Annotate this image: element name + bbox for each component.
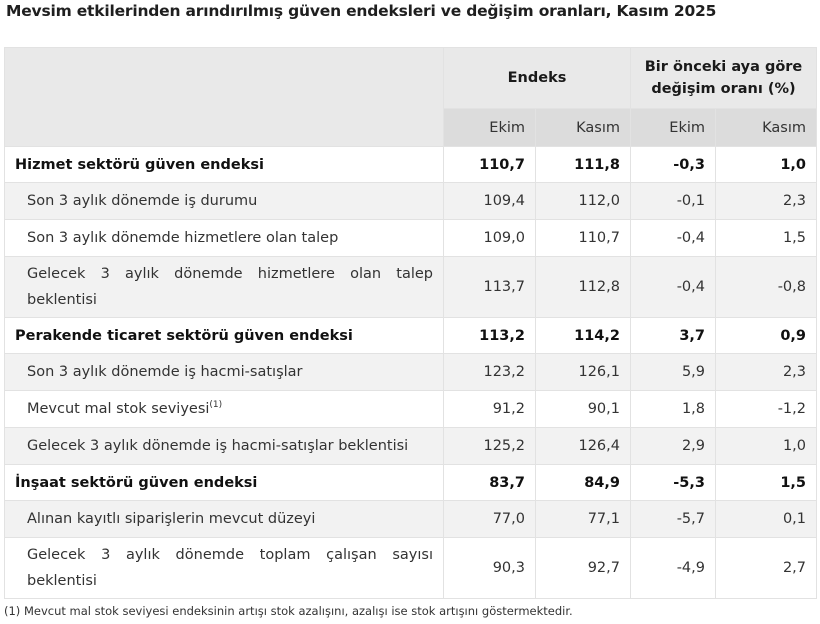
row-label: Son 3 aylık dönemde hizmetlere olan tale… <box>4 219 444 257</box>
table-row: Mevcut mal stok seviyesi(1) 91,2 90,1 1,… <box>4 390 817 428</box>
cell-index-ekim: 113,2 <box>443 317 536 354</box>
cell-index-kasim: 84,9 <box>535 464 631 501</box>
cell-index-kasim: 114,2 <box>535 317 631 354</box>
header-row-groups: Endeks Bir önceki aya göre değişim oranı… <box>4 47 817 147</box>
cell-index-kasim: 112,8 <box>535 256 631 318</box>
page-title: Mevsim etkilerinden arındırılmış güven e… <box>6 2 717 20</box>
row-label: İnşaat sektörü güven endeksi <box>4 464 444 501</box>
header-index-kasim: Kasım <box>535 108 631 147</box>
cell-change-ekim: -0,4 <box>630 219 716 257</box>
cell-change-ekim: 3,7 <box>630 317 716 354</box>
row-label-text: Mevcut mal stok seviyesi <box>27 401 210 417</box>
cell-index-kasim: 77,1 <box>535 500 631 538</box>
cell-index-kasim: 110,7 <box>535 219 631 257</box>
header-index-ekim: Ekim <box>443 108 536 147</box>
table-row: Gelecek 3 aylık dönemde hizmetlere olan … <box>4 256 817 318</box>
cell-index-kasim: 126,4 <box>535 427 631 465</box>
cell-change-kasim: 0,9 <box>715 317 817 354</box>
cell-index-kasim: 112,0 <box>535 182 631 220</box>
row-label: Mevcut mal stok seviyesi(1) <box>4 390 444 428</box>
header-change-kasim: Kasım <box>715 108 817 147</box>
cell-change-kasim: 2,7 <box>715 537 817 599</box>
row-label: Son 3 aylık dönemde iş durumu <box>4 182 444 220</box>
table-row: Gelecek 3 aylık dönemde iş hacmi-satışla… <box>4 427 817 465</box>
table-row-insaat: İnşaat sektörü güven endeksi 83,7 84,9 -… <box>4 464 817 501</box>
cell-change-ekim: -4,9 <box>630 537 716 599</box>
table-row: Son 3 aylık dönemde hizmetlere olan tale… <box>4 219 817 257</box>
cell-index-ekim: 109,4 <box>443 182 536 220</box>
cell-change-kasim: -0,8 <box>715 256 817 318</box>
header-change-group: Bir önceki aya göre değişim oranı (%) <box>630 47 817 109</box>
header-row-months: Ekim Kasım Ekim Kasım <box>5 108 817 147</box>
row-label: Hizmet sektörü güven endeksi <box>4 146 444 183</box>
confidence-index-table: Endeks Bir önceki aya göre değişim oranı… <box>4 47 817 599</box>
cell-change-ekim: -5,3 <box>630 464 716 501</box>
cell-change-ekim: -5,7 <box>630 500 716 538</box>
table-row: Son 3 aylık dönemde iş durumu 109,4 112,… <box>4 182 817 220</box>
cell-change-ekim: -0,4 <box>630 256 716 318</box>
header-blank-cell <box>4 47 444 147</box>
header-index-group: Endeks <box>443 47 631 109</box>
cell-index-ekim: 110,7 <box>443 146 536 183</box>
cell-change-kasim: 1,0 <box>715 427 817 465</box>
cell-index-ekim: 91,2 <box>443 390 536 428</box>
cell-index-ekim: 109,0 <box>443 219 536 257</box>
header-change-ekim: Ekim <box>630 108 716 147</box>
cell-change-kasim: 0,1 <box>715 500 817 538</box>
row-label: Gelecek 3 aylık dönemde iş hacmi-satışla… <box>4 427 444 465</box>
cell-change-kasim: 1,5 <box>715 219 817 257</box>
cell-index-ekim: 113,7 <box>443 256 536 318</box>
cell-change-ekim: 1,8 <box>630 390 716 428</box>
cell-index-kasim: 126,1 <box>535 353 631 391</box>
row-label: Son 3 aylık dönemde iş hacmi-satışlar <box>4 353 444 391</box>
row-label: Gelecek 3 aylık dönemde hizmetlere olan … <box>4 256 444 318</box>
row-label: Gelecek 3 aylık dönemde toplam çalışan s… <box>4 537 444 599</box>
footnote-ref: (1) <box>209 400 223 411</box>
table-row-perakende: Perakende ticaret sektörü güven endeksi … <box>4 317 817 354</box>
cell-index-kasim: 92,7 <box>535 537 631 599</box>
row-label: Perakende ticaret sektörü güven endeksi <box>4 317 444 354</box>
cell-change-ekim: -0,3 <box>630 146 716 183</box>
table-row-hizmet: Hizmet sektörü güven endeksi 110,7 111,8… <box>4 146 817 183</box>
cell-index-ekim: 123,2 <box>443 353 536 391</box>
cell-change-kasim: 2,3 <box>715 182 817 220</box>
cell-index-kasim: 90,1 <box>535 390 631 428</box>
cell-index-ekim: 90,3 <box>443 537 536 599</box>
cell-change-ekim: 2,9 <box>630 427 716 465</box>
footnote: (1) Mevcut mal stok seviyesi endeksinin … <box>4 604 573 618</box>
cell-index-ekim: 125,2 <box>443 427 536 465</box>
cell-change-kasim: 1,5 <box>715 464 817 501</box>
cell-change-ekim: 5,9 <box>630 353 716 391</box>
table-row: Gelecek 3 aylık dönemde toplam çalışan s… <box>4 537 817 599</box>
cell-change-kasim: -1,2 <box>715 390 817 428</box>
cell-index-kasim: 111,8 <box>535 146 631 183</box>
table-row: Alınan kayıtlı siparişlerin mevcut düzey… <box>4 500 817 538</box>
cell-change-kasim: 1,0 <box>715 146 817 183</box>
cell-index-ekim: 77,0 <box>443 500 536 538</box>
cell-index-ekim: 83,7 <box>443 464 536 501</box>
row-label: Alınan kayıtlı siparişlerin mevcut düzey… <box>4 500 444 538</box>
cell-change-kasim: 2,3 <box>715 353 817 391</box>
table-row: Son 3 aylık dönemde iş hacmi-satışlar 12… <box>4 353 817 391</box>
cell-change-ekim: -0,1 <box>630 182 716 220</box>
